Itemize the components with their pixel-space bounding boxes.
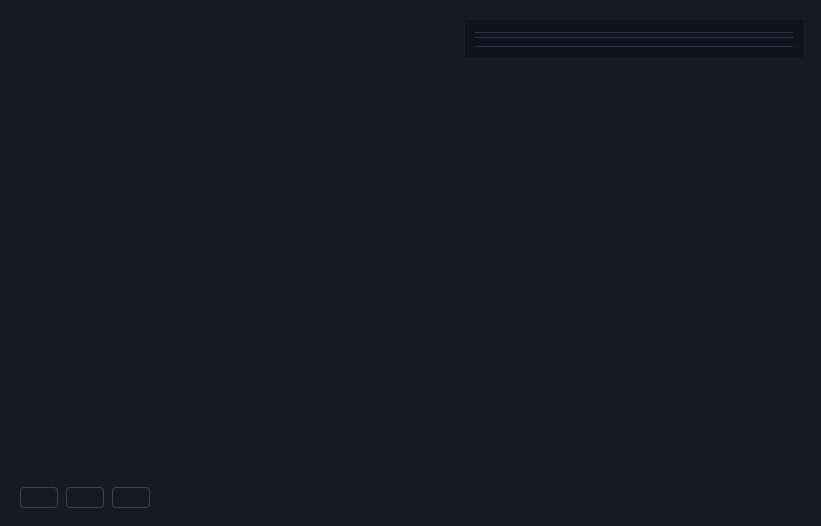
tooltip-table <box>475 32 793 51</box>
area-chart[interactable] <box>46 137 804 437</box>
legend-item-debt[interactable] <box>20 487 58 508</box>
tooltip-row-label <box>475 47 634 52</box>
legend-dot <box>123 493 132 502</box>
legend-dot <box>77 493 86 502</box>
tooltip-row-value <box>634 47 793 52</box>
chart-tooltip <box>465 20 803 57</box>
legend-dot <box>31 493 40 502</box>
legend-item-equity[interactable] <box>66 487 104 508</box>
legend-item-cash[interactable] <box>112 487 150 508</box>
chart-legend <box>20 487 150 508</box>
